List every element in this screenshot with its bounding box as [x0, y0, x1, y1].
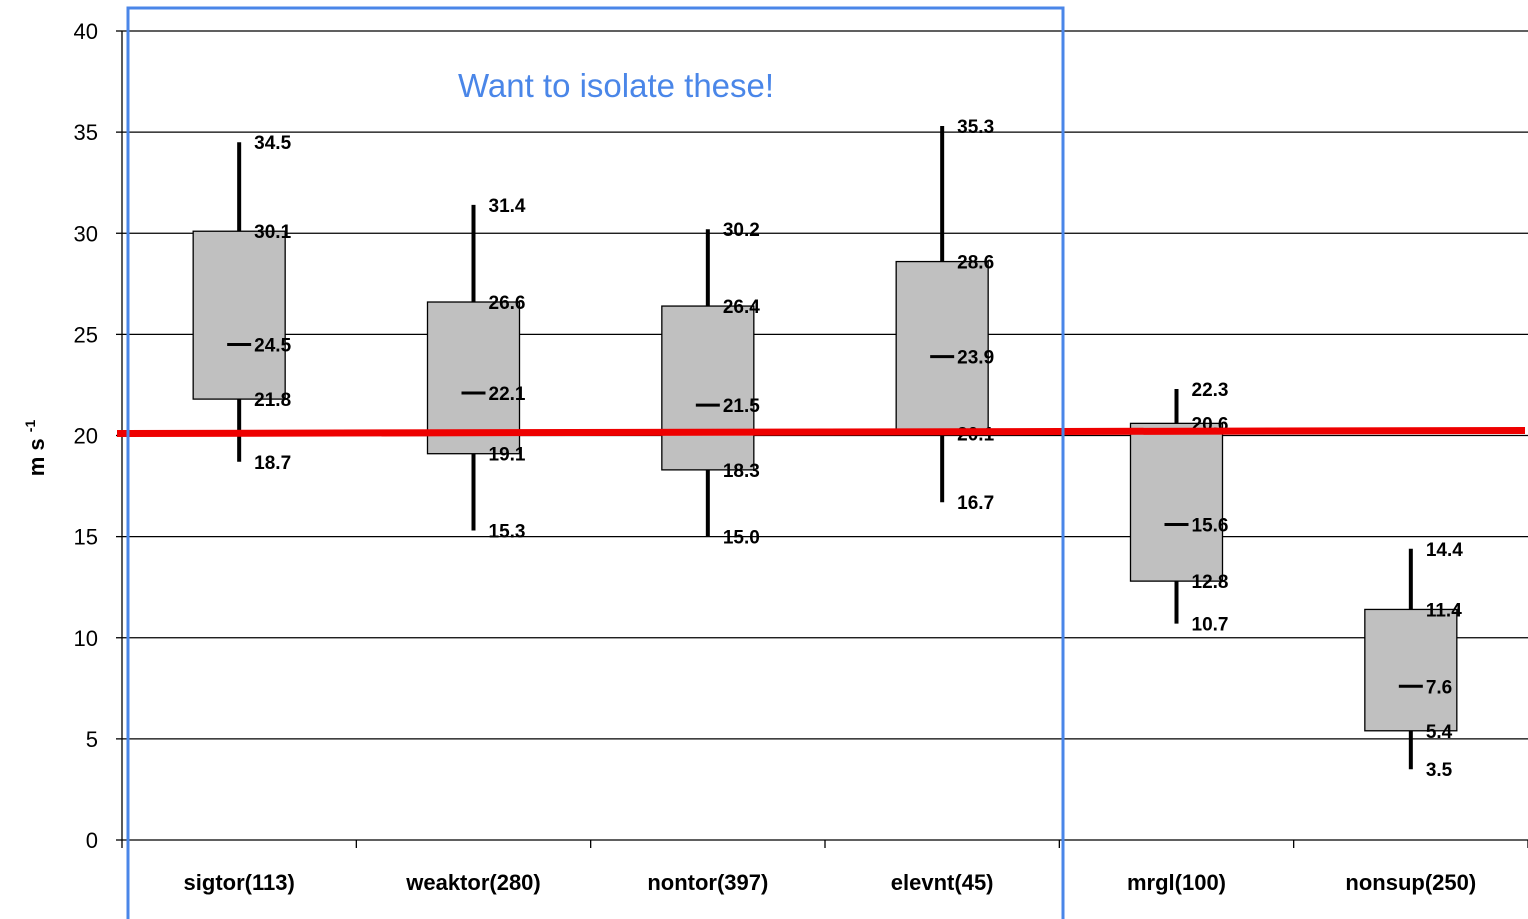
x-category-label: nonsup(250)	[1345, 870, 1476, 895]
data-label-median: 21.5	[723, 396, 760, 417]
y-tick-label: 25	[74, 322, 98, 347]
reference-line-20	[116, 427, 1526, 437]
x-category-label: nontor(397)	[647, 870, 768, 895]
y-axis-label-base: m s	[24, 438, 49, 476]
box-body	[895, 260, 989, 435]
data-label-q3: 30.1	[254, 222, 291, 243]
y-tick-label: 0	[86, 828, 98, 853]
data-label-max: 35.3	[957, 117, 994, 138]
box-body	[1364, 608, 1458, 732]
data-label-max: 30.2	[723, 220, 760, 241]
data-label-median: 22.1	[489, 384, 526, 405]
box-1	[426, 204, 521, 531]
data-label-q1: 12.8	[1192, 572, 1229, 593]
box-4	[1129, 388, 1224, 624]
annotation-text: Want to isolate these!	[458, 67, 774, 104]
x-category-label: sigtor(113)	[184, 870, 295, 895]
data-label-median: 7.6	[1426, 677, 1452, 698]
data-label-min: 3.5	[1426, 760, 1453, 781]
data-label-median: 24.5	[254, 335, 291, 356]
data-label-q3: 28.6	[957, 253, 994, 274]
box-body	[661, 305, 755, 471]
y-tick-label: 35	[74, 120, 98, 145]
y-tick-label: 10	[74, 626, 98, 651]
data-label-max: 14.4	[1426, 540, 1463, 561]
y-tick-label: 30	[74, 221, 98, 246]
x-axis: sigtor(113) weaktor(280) nontor(397) elevnt…	[121, 839, 1528, 895]
y-axis-label-sup: -1	[22, 420, 38, 433]
data-label-median: 23.9	[957, 348, 994, 369]
data-label-q1: 5.4	[1426, 722, 1453, 743]
box-2	[661, 229, 755, 537]
highlight-box	[126, 6, 1065, 919]
y-tick-label: 20	[74, 424, 98, 449]
box-5	[1364, 548, 1458, 770]
data-label-min: 10.7	[1192, 615, 1229, 636]
data-label-min: 15.3	[489, 522, 526, 543]
data-labels: 34.5 30.1 24.5 21.8 18.7 31.4 26.6 22.1 19.1 15.3…	[254, 117, 1463, 781]
box-3	[895, 126, 989, 503]
data-label-q3: 11.4	[1426, 600, 1462, 621]
data-label-median: 15.6	[1192, 515, 1229, 536]
data-label-q1: 19.1	[489, 445, 526, 466]
boxes	[192, 126, 1458, 770]
y-tick-label: 40	[74, 19, 98, 44]
data-label-min: 16.7	[957, 493, 994, 514]
y-tick-label: 15	[74, 525, 98, 550]
box-0	[192, 142, 286, 462]
data-label-q1: 21.8	[254, 390, 291, 411]
y-tick-label: 5	[86, 727, 98, 752]
grid-lines	[122, 30, 1528, 740]
data-label-q1: 18.3	[723, 461, 760, 482]
y-axis: 0 5 10 15 20 25 30 35 40	[74, 19, 123, 853]
box-body	[192, 230, 286, 400]
data-label-q3: 26.4	[723, 297, 760, 318]
x-category-label: weaktor(280)	[405, 870, 541, 895]
x-category-label: mrgl(100)	[1127, 870, 1226, 895]
x-category-label: elevnt(45)	[891, 870, 994, 895]
data-label-max: 22.3	[1192, 380, 1229, 401]
box-body	[1129, 422, 1224, 582]
data-label-max: 34.5	[254, 133, 291, 154]
data-label-max: 31.4	[489, 196, 526, 217]
y-axis-label: m s -1	[22, 420, 49, 477]
box-body	[426, 301, 521, 455]
data-label-q3: 26.6	[489, 293, 526, 314]
data-label-min: 18.7	[254, 453, 291, 474]
data-label-min: 15.0	[723, 528, 760, 549]
